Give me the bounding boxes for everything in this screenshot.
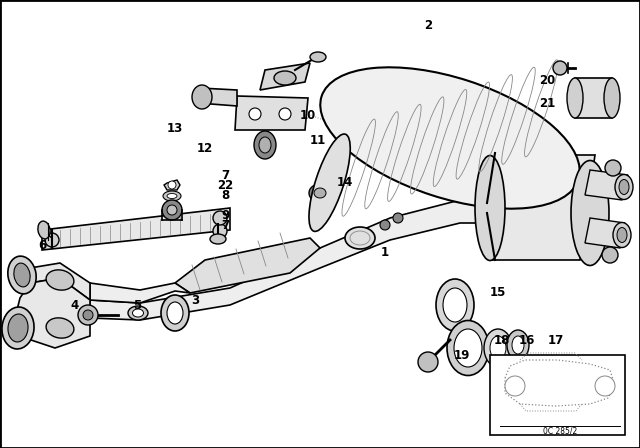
Text: 5: 5 [133,298,141,311]
Text: 19: 19 [454,349,470,362]
Ellipse shape [46,270,74,290]
Ellipse shape [617,228,627,242]
Text: 22: 22 [217,178,233,191]
Ellipse shape [571,160,609,266]
Text: 13: 13 [167,121,183,134]
Bar [490,355,625,435]
Text: 7: 7 [221,168,229,181]
Ellipse shape [454,329,482,367]
Text: 6: 6 [38,238,46,251]
Ellipse shape [8,314,28,342]
Ellipse shape [615,175,633,199]
Circle shape [45,233,59,247]
Ellipse shape [309,134,350,232]
Ellipse shape [163,191,181,201]
Ellipse shape [8,256,36,294]
Text: 21: 21 [539,96,555,109]
Circle shape [605,160,621,176]
Polygon shape [42,208,230,250]
Circle shape [393,213,403,223]
Polygon shape [90,200,487,320]
Circle shape [213,224,227,238]
Ellipse shape [443,288,467,322]
Circle shape [602,247,618,263]
Polygon shape [235,96,308,130]
Text: 12: 12 [197,142,213,155]
Ellipse shape [192,85,212,109]
Text: 8: 8 [221,189,229,202]
Ellipse shape [507,330,529,360]
Ellipse shape [254,131,276,159]
Text: 3: 3 [191,293,199,306]
Circle shape [83,310,93,320]
Text: 0C 285/2: 0C 285/2 [543,426,577,435]
Ellipse shape [436,279,474,331]
Circle shape [162,200,182,220]
Ellipse shape [309,184,331,202]
Ellipse shape [167,302,183,324]
Ellipse shape [128,306,148,320]
Polygon shape [575,78,612,118]
Ellipse shape [320,67,580,209]
Text: 18: 18 [494,333,510,346]
Text: 2: 2 [424,18,432,31]
Circle shape [249,108,261,120]
Circle shape [418,352,438,372]
Circle shape [168,181,176,189]
Ellipse shape [259,137,271,153]
Text: 4: 4 [71,298,79,311]
Ellipse shape [132,309,143,317]
Text: 14: 14 [337,176,353,189]
Ellipse shape [161,295,189,331]
Polygon shape [164,180,180,190]
Circle shape [505,376,525,396]
Circle shape [78,305,98,325]
Polygon shape [15,278,90,348]
Ellipse shape [274,71,296,85]
Polygon shape [585,170,628,200]
Ellipse shape [512,336,524,354]
Polygon shape [585,218,625,248]
Ellipse shape [567,78,583,118]
Ellipse shape [345,227,375,249]
Ellipse shape [38,221,50,239]
Ellipse shape [604,78,620,118]
Polygon shape [475,155,595,260]
Ellipse shape [484,329,512,367]
Text: 20: 20 [539,73,555,86]
Text: 10: 10 [300,108,316,121]
Ellipse shape [210,234,226,244]
Text: 1: 1 [381,246,389,258]
Ellipse shape [619,180,629,194]
Polygon shape [175,238,320,293]
Ellipse shape [314,188,326,198]
Circle shape [595,376,615,396]
Ellipse shape [447,320,489,375]
Text: 7: 7 [221,219,229,232]
Ellipse shape [2,307,34,349]
Text: 11: 11 [310,134,326,146]
Ellipse shape [475,155,505,260]
Ellipse shape [310,52,326,62]
Ellipse shape [167,194,177,198]
Polygon shape [30,263,90,300]
Circle shape [213,211,227,225]
Polygon shape [260,63,310,90]
Ellipse shape [490,336,506,360]
Ellipse shape [14,263,30,287]
Circle shape [380,220,390,230]
Text: 17: 17 [548,333,564,346]
Polygon shape [90,283,190,303]
Ellipse shape [46,318,74,338]
Circle shape [167,205,177,215]
Text: 9: 9 [221,208,229,221]
Text: 15: 15 [490,285,506,298]
Ellipse shape [613,223,631,247]
Circle shape [279,108,291,120]
Polygon shape [198,88,237,106]
Circle shape [553,61,567,75]
Text: 16: 16 [519,333,535,346]
